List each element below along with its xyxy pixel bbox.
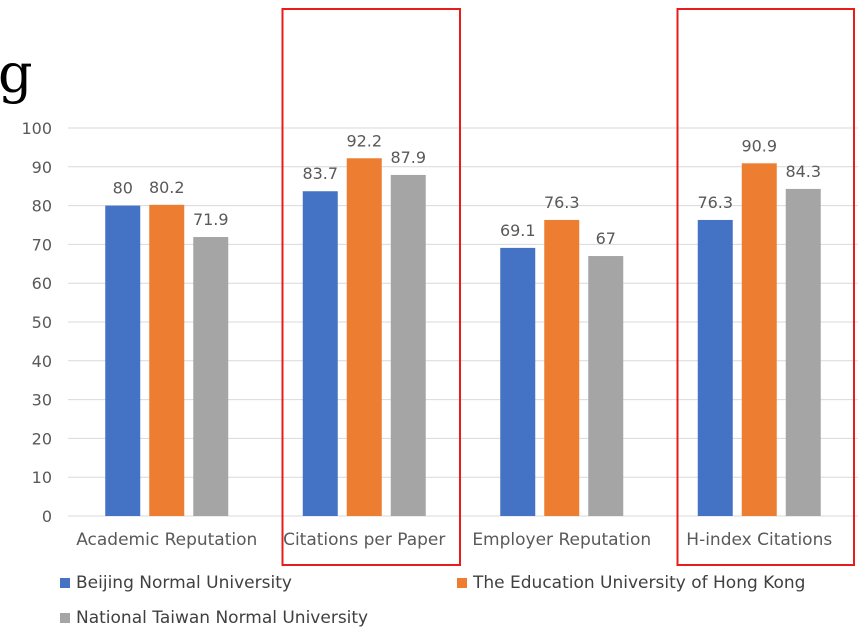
y-tick-label: 60 [32, 274, 52, 293]
bar [785, 188, 821, 516]
bar [697, 219, 733, 516]
data-label: 71.9 [193, 210, 229, 229]
bar [302, 191, 338, 516]
legend-swatch-series-3 [60, 613, 70, 623]
legend-swatch-series-1 [60, 578, 70, 588]
data-label: 76.3 [544, 193, 580, 212]
data-label: 87.9 [390, 148, 426, 167]
bars [105, 158, 821, 517]
legend-item-series-1: Beijing Normal University [60, 573, 292, 593]
y-tick-label: 90 [32, 158, 52, 177]
y-tick-label: 40 [32, 352, 52, 371]
chart-title-fragment: g [0, 42, 33, 105]
bar [193, 237, 229, 516]
x-category-label: Employer Reputation [472, 530, 651, 550]
y-axis-ticks: 0 10 20 30 40 50 60 70 80 90 100 [21, 119, 52, 526]
data-label: 80 [113, 179, 133, 198]
data-label: 84.3 [785, 162, 821, 181]
highlight-box [281, 8, 461, 566]
gridlines [68, 127, 858, 517]
y-tick-label: 30 [32, 391, 52, 410]
y-tick-label: 80 [32, 197, 52, 216]
legend-item-series-3: National Taiwan Normal University [60, 608, 368, 628]
legend-item-series-2: The Education University of Hong Kong [457, 573, 805, 593]
y-tick-label: 0 [42, 507, 52, 526]
data-label: 76.3 [697, 193, 733, 212]
legend-swatch-series-2 [457, 578, 467, 588]
y-tick-label: 70 [32, 235, 52, 254]
y-tick-label: 20 [32, 429, 52, 448]
data-label: 80.2 [149, 178, 185, 197]
legend-label: Beijing Normal University [76, 573, 292, 593]
bar [500, 247, 536, 516]
data-label: 83.7 [302, 164, 338, 183]
x-category-label: H-index Citations [686, 530, 832, 550]
bar [105, 205, 141, 516]
bar [149, 204, 185, 516]
x-axis-categories: Academic Reputation Citations per Paper Em… [76, 530, 832, 550]
bar [346, 158, 382, 516]
y-tick-label: 50 [32, 313, 52, 332]
data-label: 67 [596, 229, 616, 248]
y-tick-label: 10 [32, 468, 52, 487]
highlight-boxes [281, 8, 855, 566]
highlight-box [676, 8, 855, 566]
bar [390, 174, 426, 516]
x-category-label: Citations per Paper [283, 530, 445, 550]
data-labels: 80 80.2 71.9 83.7 92.2 87.9 69.1 76.3 67 76.3 90.9… [113, 131, 821, 248]
bar [544, 219, 580, 516]
bar [588, 256, 624, 516]
x-category-label: Academic Reputation [76, 530, 257, 550]
bar [741, 163, 777, 517]
y-tick-label: 100 [21, 119, 52, 138]
data-label: 92.2 [346, 131, 382, 150]
legend-label: National Taiwan Normal University [76, 608, 369, 628]
data-label: 69.1 [500, 221, 536, 240]
legend: Beijing Normal University The Education … [60, 568, 855, 628]
legend-label: The Education University of Hong Kong [473, 573, 806, 593]
data-label: 90.9 [741, 136, 777, 155]
